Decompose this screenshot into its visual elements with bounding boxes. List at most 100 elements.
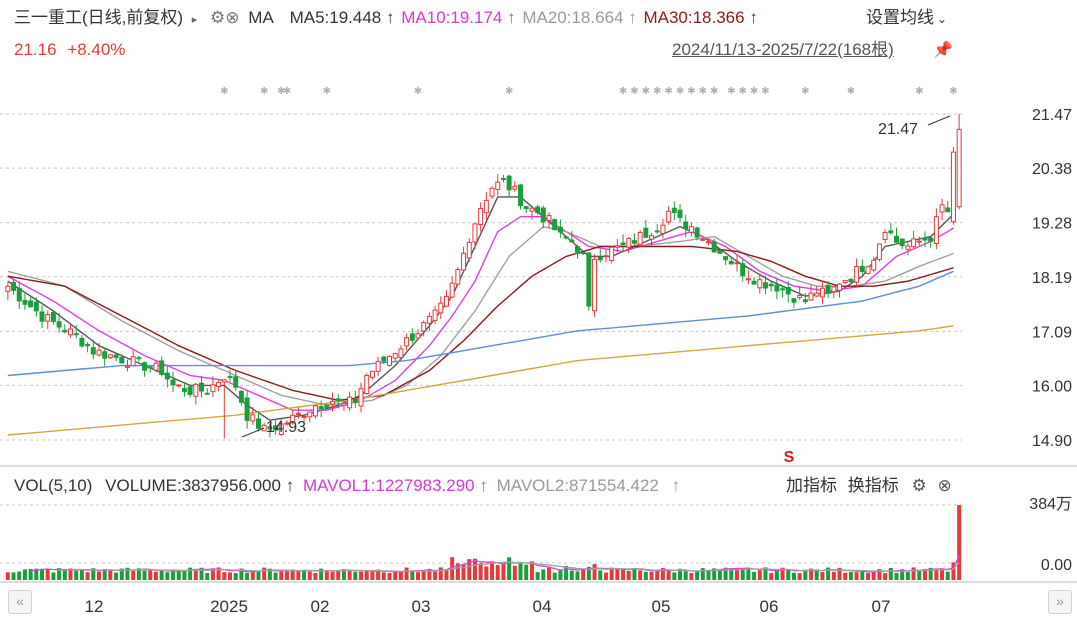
volume-bar[interactable] <box>957 505 962 580</box>
candle[interactable] <box>597 256 603 261</box>
candle[interactable] <box>768 283 774 287</box>
candle[interactable] <box>745 278 751 281</box>
candle[interactable] <box>495 181 501 190</box>
volume-bar[interactable] <box>228 572 233 580</box>
candle[interactable] <box>922 237 928 241</box>
candle[interactable] <box>278 423 284 435</box>
volume-bar[interactable] <box>712 568 717 580</box>
candle[interactable] <box>45 314 51 322</box>
candle[interactable] <box>865 266 871 275</box>
volume-bar[interactable] <box>638 570 643 580</box>
volume-bar[interactable] <box>262 567 267 580</box>
candle[interactable] <box>683 221 689 230</box>
candle[interactable] <box>928 237 934 242</box>
volume-bar[interactable] <box>820 572 825 580</box>
candle[interactable] <box>461 252 467 271</box>
candle[interactable] <box>671 207 677 214</box>
volume-bar[interactable] <box>592 564 597 580</box>
event-marker-icon[interactable]: ✱ <box>687 86 695 97</box>
candle[interactable] <box>455 269 461 285</box>
volume-bar[interactable] <box>763 567 768 580</box>
candle[interactable] <box>557 226 563 233</box>
candle[interactable] <box>113 354 119 358</box>
volume-bar[interactable] <box>34 568 39 580</box>
candle[interactable] <box>267 426 273 430</box>
candle[interactable] <box>90 347 96 355</box>
volume-bar[interactable] <box>609 567 614 580</box>
event-marker-icon[interactable]: ✱ <box>915 86 923 97</box>
volume-bar[interactable] <box>176 570 181 580</box>
candle[interactable] <box>945 207 951 213</box>
volume-bar[interactable] <box>165 572 170 580</box>
volume-bar[interactable] <box>376 569 381 580</box>
volume-bar[interactable] <box>131 570 136 580</box>
volume-bar[interactable] <box>518 563 523 580</box>
candle[interactable] <box>193 383 199 397</box>
volume-bar[interactable] <box>415 572 420 580</box>
candle[interactable] <box>723 256 729 261</box>
candle[interactable] <box>147 366 153 369</box>
date-range[interactable]: 2024/11/13-2025/7/22(168根) <box>672 40 894 59</box>
volume-bar[interactable] <box>586 566 591 580</box>
candle[interactable] <box>159 360 165 375</box>
candle[interactable] <box>609 246 615 262</box>
event-marker-icon[interactable]: ✱ <box>847 86 855 97</box>
candle[interactable] <box>39 311 45 322</box>
candle[interactable] <box>50 311 56 322</box>
candle[interactable] <box>443 296 449 307</box>
volume-bar[interactable] <box>427 568 432 580</box>
volume-bar[interactable] <box>455 563 460 580</box>
candle[interactable] <box>848 278 854 283</box>
volume-bar[interactable] <box>199 567 204 580</box>
volume-bar[interactable] <box>125 567 130 580</box>
volume-bar[interactable] <box>512 565 517 580</box>
candle[interactable] <box>700 238 706 241</box>
volume-bar[interactable] <box>239 568 244 580</box>
volume-bar[interactable] <box>678 568 683 580</box>
volume-bar[interactable] <box>507 557 512 580</box>
volume-bar[interactable] <box>387 573 392 580</box>
candle[interactable] <box>284 422 290 425</box>
candle[interactable] <box>666 210 672 223</box>
candle[interactable] <box>512 185 518 190</box>
volume-bar[interactable] <box>319 568 324 580</box>
volume-bar[interactable] <box>467 559 472 580</box>
candle[interactable] <box>398 348 404 359</box>
candle[interactable] <box>22 299 28 305</box>
volume-bar[interactable] <box>205 572 210 580</box>
volume-bar[interactable] <box>359 571 364 580</box>
volume-bar[interactable] <box>717 569 722 580</box>
event-marker-icon[interactable]: ✱ <box>727 86 735 97</box>
candle[interactable] <box>250 414 256 422</box>
volume-bar[interactable] <box>854 572 859 580</box>
event-marker-icon[interactable]: ✱ <box>260 86 268 97</box>
candle[interactable] <box>854 266 860 283</box>
volume-bar[interactable] <box>734 567 739 580</box>
volume-bar[interactable] <box>341 569 346 580</box>
volume-bar[interactable] <box>894 572 899 580</box>
candle[interactable] <box>717 249 723 254</box>
candle[interactable] <box>580 252 586 255</box>
event-marker-icon[interactable]: ✱ <box>277 86 285 97</box>
volume-bar[interactable] <box>683 571 688 580</box>
candle[interactable] <box>466 241 472 259</box>
volume-bar[interactable] <box>484 566 489 580</box>
volume-bar[interactable] <box>438 567 443 580</box>
volume-bar[interactable] <box>62 570 67 580</box>
volume-bar[interactable] <box>643 571 648 580</box>
volume-bar[interactable] <box>28 569 33 580</box>
candle[interactable] <box>643 227 649 238</box>
volume-bar[interactable] <box>729 568 734 580</box>
candle[interactable] <box>364 375 370 394</box>
candle[interactable] <box>426 315 432 324</box>
volume-bar[interactable] <box>490 561 495 580</box>
candle[interactable] <box>28 300 34 308</box>
volume-bar[interactable] <box>826 567 831 580</box>
candle[interactable] <box>518 184 524 206</box>
candle[interactable] <box>142 362 148 371</box>
candle[interactable] <box>552 219 558 231</box>
pin-icon[interactable]: 📌 <box>933 42 953 59</box>
candle[interactable] <box>950 151 956 223</box>
volume-bar[interactable] <box>900 569 905 580</box>
candle[interactable] <box>369 370 375 378</box>
